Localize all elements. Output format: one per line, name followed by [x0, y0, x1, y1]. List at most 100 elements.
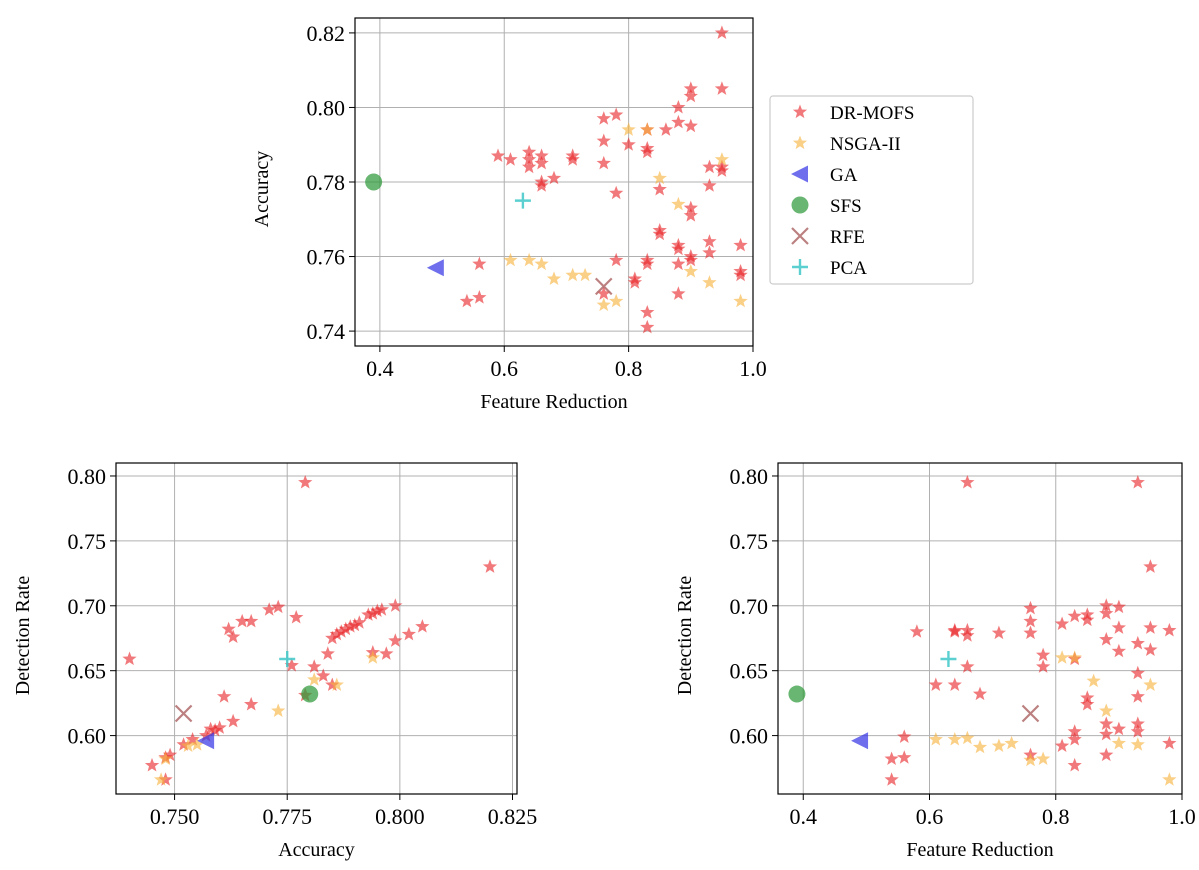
- tick-labels: 0.4 0.6 0.8 1.0 0.74 0.76 0.78 0.80 0.82: [307, 21, 767, 381]
- grid: [116, 463, 517, 794]
- point-dr-mofs: [298, 475, 313, 489]
- point-nsga-ii: [1162, 772, 1177, 786]
- y-tick-label: 0.76: [307, 245, 346, 270]
- point-dr-mofs: [388, 598, 403, 612]
- point-nsga-ii: [1143, 677, 1158, 691]
- detection-rate-vs-accuracy-plot: 0.750 0.775 0.800 0.825 0.60 0.65 0.70 0.75 0.80…: [12, 462, 538, 861]
- point-dr-mofs: [596, 111, 611, 125]
- point-dr-mofs: [627, 271, 642, 285]
- point-dr-mofs: [1111, 643, 1126, 658]
- legend-label-nsga-ii: NSGA-II: [830, 134, 901, 155]
- point-dr-mofs: [522, 144, 537, 159]
- x-tick-label: 0.800: [375, 804, 425, 829]
- point-nsga-ii: [683, 264, 698, 278]
- point-nsga-ii: [702, 275, 717, 289]
- point-dr-mofs: [534, 178, 549, 192]
- point-dr-mofs: [947, 624, 962, 638]
- point-dr-mofs: [208, 722, 223, 737]
- point-dr-mofs: [1099, 747, 1114, 762]
- point-dr-mofs: [1130, 716, 1145, 730]
- x-axis-label: Feature Reduction: [906, 839, 1053, 861]
- series-nsga-ii: [928, 650, 1177, 786]
- series-pca: [279, 651, 296, 668]
- point-dr-mofs: [343, 619, 358, 633]
- legend-label-ga: GA: [830, 165, 858, 186]
- point-dr-mofs: [683, 200, 698, 215]
- point-dr-mofs: [226, 713, 241, 728]
- grid: [355, 18, 754, 346]
- point-dr-mofs: [347, 617, 362, 632]
- y-tick-label: 0.65: [68, 659, 107, 684]
- point-rfe: [594, 277, 613, 296]
- point-dr-mofs: [379, 646, 394, 660]
- series-sfs: [301, 685, 319, 703]
- point-dr-mofs: [621, 137, 636, 151]
- point-dr-mofs: [1023, 613, 1038, 628]
- point-dr-mofs: [334, 624, 349, 638]
- point-dr-mofs: [1143, 620, 1158, 634]
- point-dr-mofs: [365, 606, 380, 620]
- point-dr-mofs: [415, 619, 430, 633]
- point-dr-mofs: [1130, 635, 1145, 650]
- point-dr-mofs: [897, 750, 912, 764]
- x-tick-label: 0.8: [1042, 804, 1070, 829]
- point-dr-mofs: [284, 658, 299, 672]
- point-dr-mofs: [658, 122, 674, 136]
- point-dr-mofs: [1130, 475, 1145, 489]
- point-nsga-ii: [181, 738, 196, 752]
- series-dr-mofs: [884, 475, 1177, 786]
- point-dr-mofs: [1036, 659, 1051, 673]
- x-tick-label: 1.0: [739, 356, 767, 381]
- point-dr-mofs: [960, 628, 975, 642]
- point-dr-mofs: [1067, 757, 1082, 772]
- legend-marker-nsga-ii: [792, 135, 808, 150]
- point-nsga-ii: [640, 122, 655, 136]
- point-dr-mofs: [1111, 721, 1126, 736]
- x-tick-label: 0.825: [488, 804, 538, 829]
- point-dr-mofs: [909, 624, 924, 638]
- point-nsga-ii: [1111, 735, 1126, 750]
- point-dr-mofs: [1023, 600, 1038, 615]
- point-dr-mofs: [640, 305, 655, 319]
- point-dr-mofs: [609, 107, 624, 121]
- point-dr-mofs: [289, 610, 304, 624]
- x-tick-label: 0.4: [790, 804, 818, 829]
- point-dr-mofs: [671, 286, 686, 300]
- point-dr-mofs: [702, 178, 717, 192]
- y-axis-label: Accuracy: [251, 151, 273, 228]
- series-rfe: [594, 277, 613, 296]
- series-pca: [940, 651, 957, 668]
- series-ga: [851, 732, 869, 750]
- y-tick-label: 0.75: [68, 529, 107, 554]
- point-dr-mofs: [522, 152, 537, 166]
- point-dr-mofs: [162, 747, 178, 762]
- point-dr-mofs: [370, 603, 385, 617]
- point-nsga-ii: [578, 267, 593, 282]
- point-dr-mofs: [185, 732, 200, 746]
- point-dr-mofs: [271, 599, 286, 614]
- point-rfe: [1021, 704, 1040, 723]
- point-dr-mofs: [472, 290, 487, 304]
- point-dr-mofs: [1130, 689, 1145, 703]
- point-dr-mofs: [972, 686, 988, 701]
- y-tick-label: 0.78: [307, 170, 346, 195]
- data-points: [122, 475, 498, 786]
- accuracy-vs-feature-reduction-plot: 0.4 0.6 0.8 1.0 0.74 0.76 0.78 0.80 0.82 Feature…: [251, 17, 767, 413]
- point-nsga-ii: [1036, 751, 1051, 765]
- series-dr-mofs: [459, 25, 748, 334]
- point-dr-mofs: [960, 475, 975, 489]
- point-dr-mofs: [235, 613, 250, 628]
- series-rfe: [174, 704, 193, 723]
- point-dr-mofs: [1143, 559, 1158, 573]
- point-dr-mofs: [459, 293, 475, 308]
- point-dr-mofs: [1054, 616, 1070, 630]
- point-dr-mofs: [884, 772, 899, 786]
- point-dr-mofs: [338, 621, 353, 636]
- point-sfs: [365, 173, 383, 191]
- point-dr-mofs: [1099, 632, 1114, 646]
- point-dr-mofs: [325, 630, 340, 645]
- point-nsga-ii: [158, 751, 173, 765]
- point-dr-mofs: [947, 677, 962, 691]
- point-nsga-ii: [365, 650, 380, 664]
